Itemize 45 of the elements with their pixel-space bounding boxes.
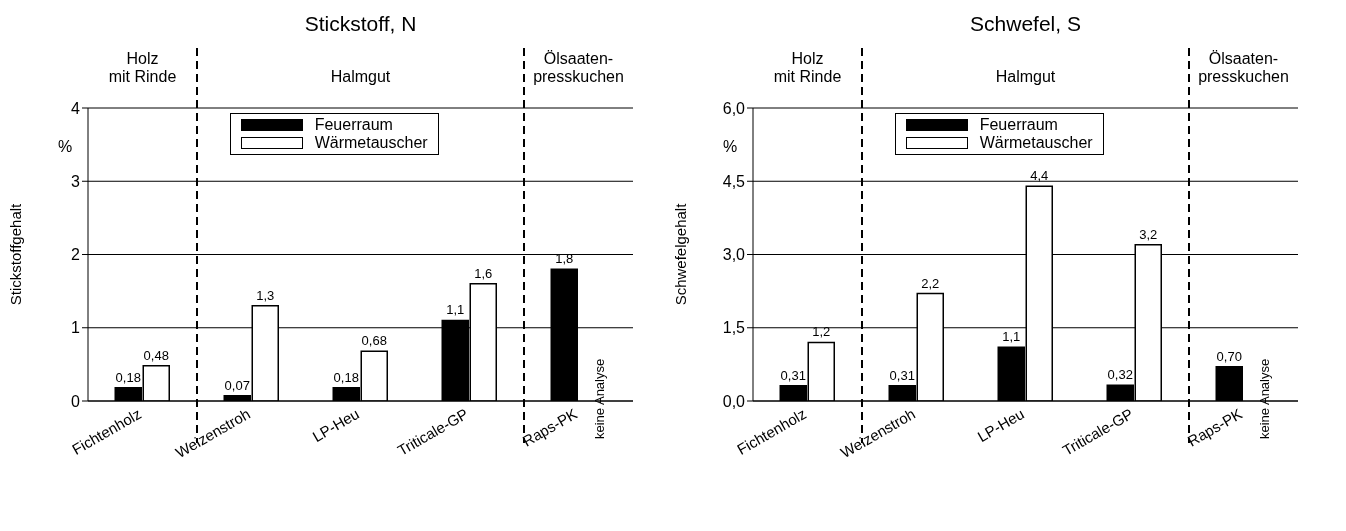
y-tick-label: 4 <box>71 99 81 117</box>
legend-label: Feuerraum <box>314 116 393 134</box>
annotation: keine Analyse <box>1257 358 1273 439</box>
data-label: 2,2 <box>921 275 940 291</box>
data-label: 0,32 <box>1107 367 1133 383</box>
text: Halmgut <box>329 68 392 86</box>
y-tick-label: 1,5 <box>722 319 746 337</box>
y-tick-label: 1 <box>71 319 81 337</box>
chart-title: Schwefel, S <box>969 12 1082 36</box>
data-label: 4,4 <box>1030 168 1049 184</box>
text: Holz mit Rinde <box>772 50 843 86</box>
text: Halmgut <box>994 68 1057 86</box>
data-label: 0,48 <box>143 347 169 363</box>
y-tick-label: 4,5 <box>722 172 746 190</box>
data-label: 1,6 <box>474 265 493 281</box>
y-tick-label: 0,0 <box>722 392 746 410</box>
data-label: 0,18 <box>333 369 359 385</box>
y-tick-label: 3 <box>71 172 81 190</box>
text: Ölsaaten- presskuchen <box>1197 50 1290 86</box>
data-label: 3,2 <box>1139 226 1158 242</box>
y-axis-title: Stickstoffgehalt <box>7 202 25 306</box>
data-label: 0,31 <box>780 367 806 383</box>
y-axis-title: Schwefelgehalt <box>672 202 690 306</box>
y-tick-label: 0 <box>71 392 81 410</box>
data-label: 0,31 <box>889 367 915 383</box>
data-label: 1,2 <box>812 324 831 340</box>
text: Ölsaaten- presskuchen <box>532 50 625 86</box>
data-label: 0,70 <box>1216 348 1242 364</box>
text: Holz mit Rinde <box>107 50 178 86</box>
text: % <box>58 138 73 156</box>
y-tick-label: 2 <box>71 246 81 264</box>
legend-label: Wärmetauscher <box>314 134 428 152</box>
annotation: keine Analyse <box>592 358 608 439</box>
data-label: 1,1 <box>446 302 465 318</box>
data-label: 1,1 <box>1002 329 1021 345</box>
data-label: 1,3 <box>256 287 275 303</box>
text: % <box>723 138 738 156</box>
data-label: 0,18 <box>115 369 141 385</box>
legend-label: Feuerraum <box>979 116 1058 134</box>
y-tick-label: 3,0 <box>722 246 746 264</box>
data-label: 0,68 <box>361 333 387 349</box>
y-tick-label: 6,0 <box>722 99 746 117</box>
chart-title: Stickstoff, N <box>303 12 418 36</box>
legend-label: Wärmetauscher <box>979 134 1093 152</box>
data-label: 0,07 <box>224 377 250 393</box>
